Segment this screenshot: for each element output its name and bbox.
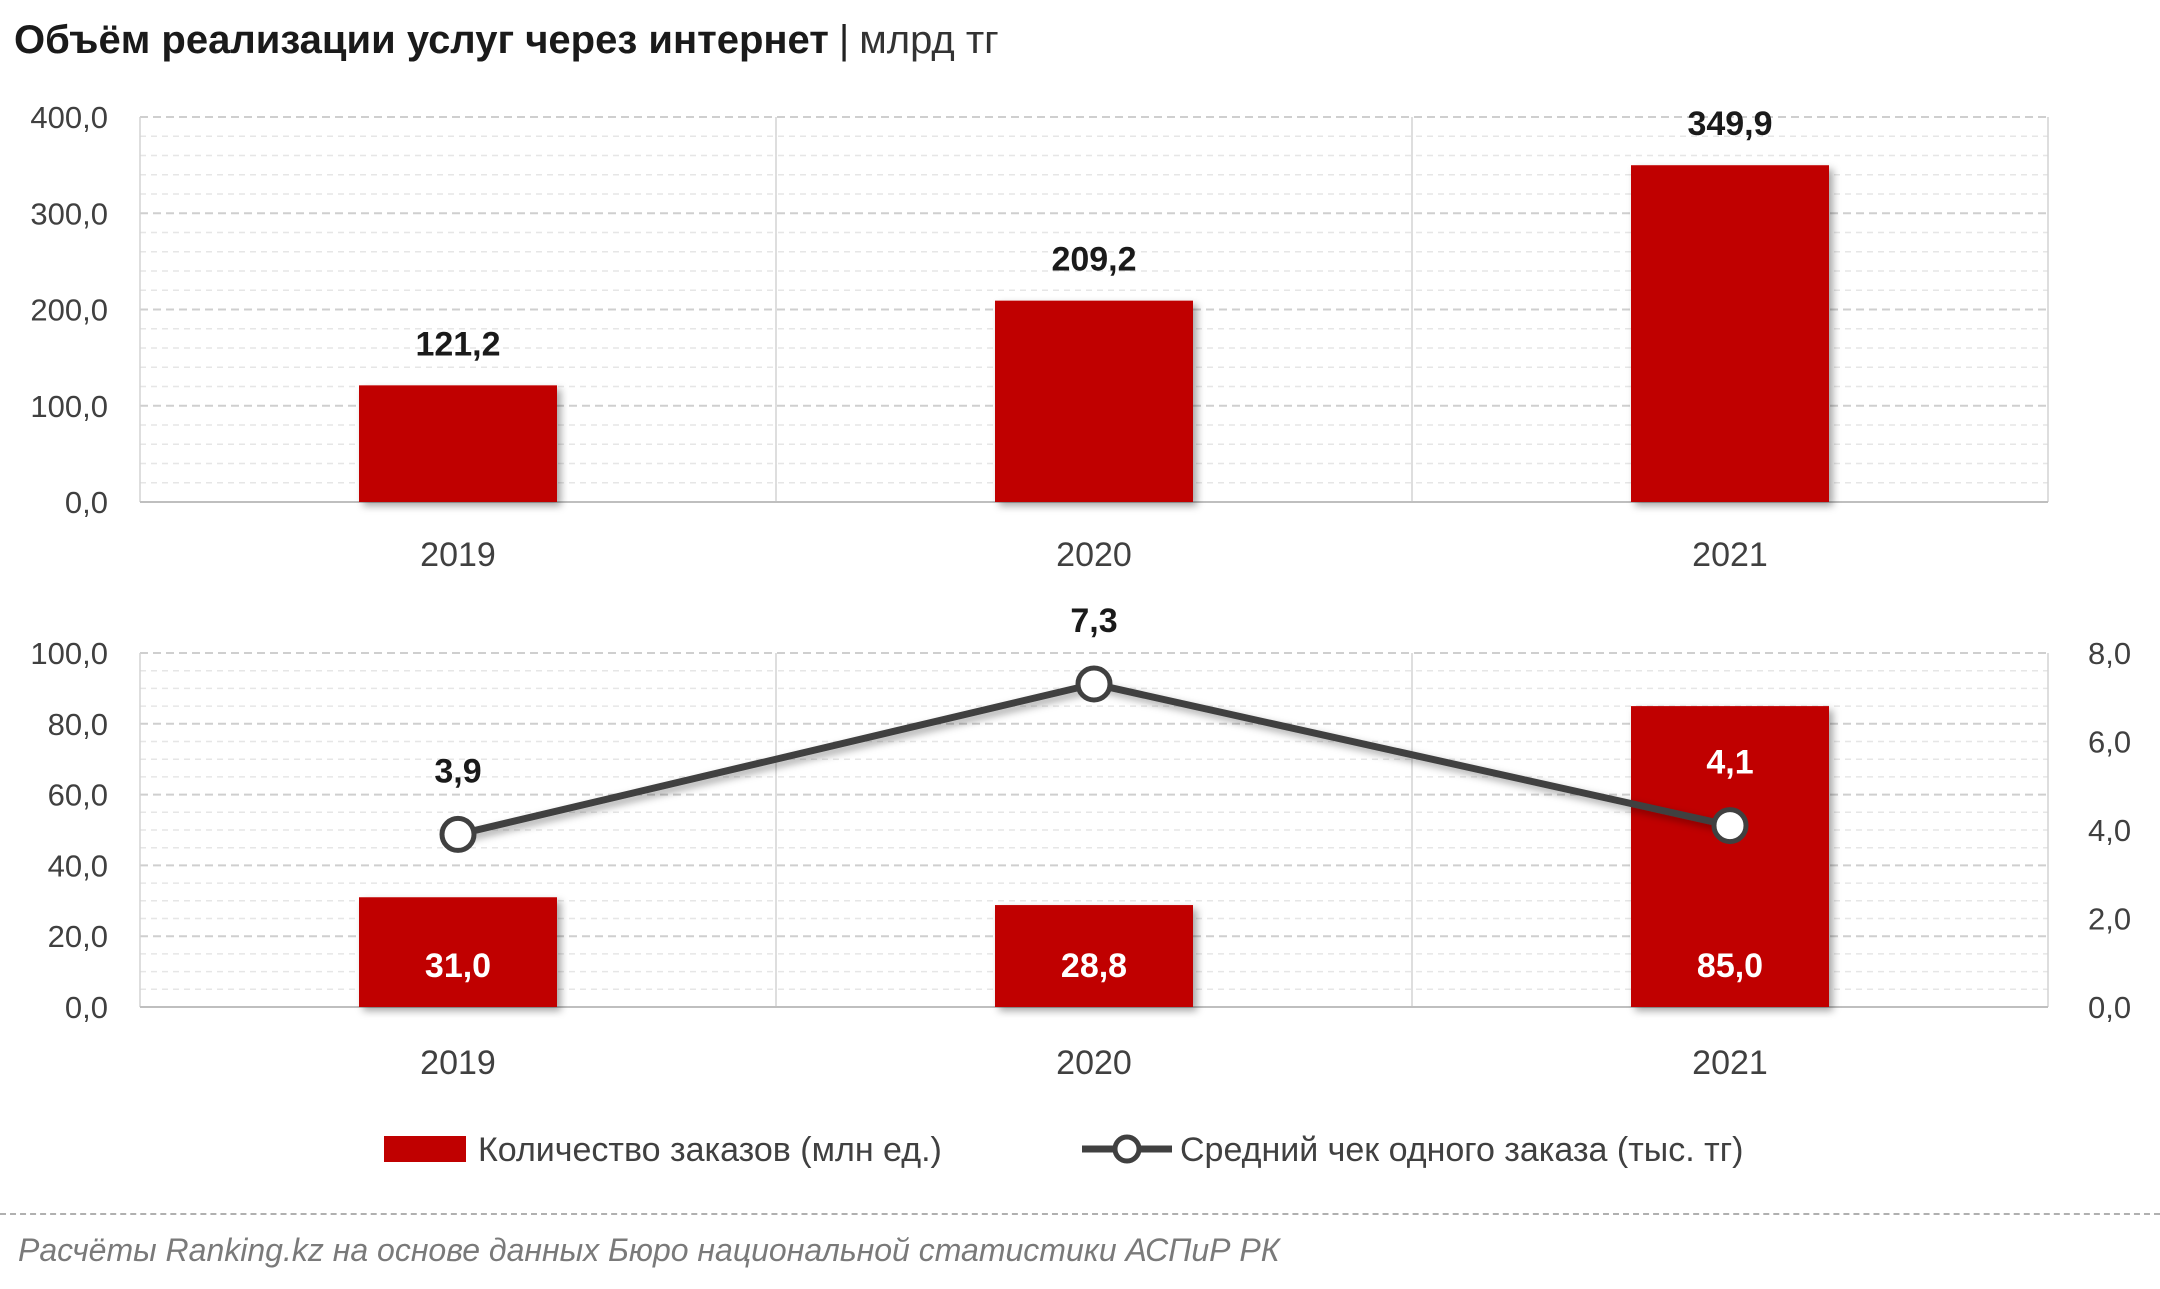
chart2-right-y-tick-label: 8,0 bbox=[2088, 636, 2131, 671]
chart1-category-label-2020: 2020 bbox=[1056, 536, 1132, 574]
chart1-bar-2021 bbox=[1631, 165, 1829, 502]
chart1-category-label-2019: 2019 bbox=[420, 536, 496, 574]
chart2-category-label-2019: 2019 bbox=[420, 1044, 496, 1082]
chart1-y-tick-label: 0,0 bbox=[65, 485, 108, 520]
legend-swatch-orders bbox=[384, 1136, 466, 1162]
chart2-category-label-2020: 2020 bbox=[1056, 1044, 1132, 1082]
chart2-line-label-2019: 3,9 bbox=[434, 752, 481, 790]
chart1-y-tick-label: 100,0 bbox=[30, 389, 108, 424]
chart2-category-label-2021: 2021 bbox=[1692, 1044, 1768, 1082]
legend-label-avg-check: Средний чек одного заказа (тыс. тг) bbox=[1180, 1131, 1743, 1169]
chart2-line-label-2021: 4,1 bbox=[1706, 744, 1753, 782]
chart2-left-y-tick-label: 100,0 bbox=[30, 636, 108, 671]
chart1-data-label-2020: 209,2 bbox=[1051, 241, 1136, 279]
chart2-right-y-tick-label: 0,0 bbox=[2088, 990, 2131, 1025]
chart2-bar-2019 bbox=[359, 897, 557, 1007]
chart1-bar-2019 bbox=[359, 385, 557, 502]
chart2-left-y-tick-label: 20,0 bbox=[48, 919, 108, 954]
chart2-right-y-tick-label: 4,0 bbox=[2088, 813, 2131, 848]
chart2-bar-label-2019: 31,0 bbox=[425, 947, 491, 985]
chart2-bar-2021 bbox=[1631, 706, 1829, 1007]
title-unit: млрд тг bbox=[859, 18, 999, 62]
chart1-bar-2020 bbox=[995, 300, 1193, 502]
legend-label-orders: Количество заказов (млн ед.) bbox=[478, 1131, 942, 1169]
chart2-line-point-2019 bbox=[439, 815, 477, 853]
title-separator: | bbox=[838, 18, 850, 62]
chart-volume: 0,0 100,0 200,0 300,0 400,0 121,2 2019 209,2 202… bbox=[30, 100, 2049, 574]
legend: Количество заказов (млн ед.) Средний чек … bbox=[384, 1131, 1743, 1169]
source-divider bbox=[0, 1213, 2160, 1215]
chart2-left-y-tick-label: 80,0 bbox=[48, 707, 108, 742]
source-note: Расчёты Ranking.kz на основе данных Бюро… bbox=[18, 1232, 1280, 1268]
chart2-line-point-2020 bbox=[1075, 665, 1113, 703]
chart-title: Объём реализации услуг через интернет | мл… bbox=[14, 18, 999, 63]
chart1-y-tick-label: 400,0 bbox=[30, 100, 108, 135]
chart1-y-tick-label: 300,0 bbox=[30, 196, 108, 231]
title-main: Объём реализации услуг через интернет bbox=[14, 18, 829, 62]
chart2-line-label-2020: 7,3 bbox=[1070, 602, 1117, 640]
chart2-bar-2020 bbox=[995, 905, 1193, 1007]
chart2-bar-label-2021: 85,0 bbox=[1697, 947, 1763, 985]
chart1-data-label-2021: 349,9 bbox=[1687, 105, 1772, 143]
chart1-category-label-2021: 2021 bbox=[1692, 536, 1768, 574]
chart-orders: 0,0 20,0 40,0 60,0 80,0 100,0 0,0 2,0 4,0 6,0 8,0 3… bbox=[30, 602, 2131, 1082]
chart2-line-point-2021 bbox=[1711, 807, 1749, 845]
chart2-left-y-tick-label: 60,0 bbox=[48, 778, 108, 813]
chart2-right-y-tick-label: 6,0 bbox=[2088, 725, 2131, 760]
chart1-data-label-2019: 121,2 bbox=[415, 325, 500, 363]
chart2-right-y-tick-label: 2,0 bbox=[2088, 902, 2131, 937]
chart2-left-y-tick-label: 0,0 bbox=[65, 990, 108, 1025]
legend-swatch-marker bbox=[1112, 1134, 1142, 1164]
chart2-left-y-tick-label: 40,0 bbox=[48, 848, 108, 883]
charts-canvas: 0,0 100,0 200,0 300,0 400,0 121,2 2019 209,2 202… bbox=[30, 100, 2131, 1169]
chart2-bar-label-2020: 28,8 bbox=[1061, 947, 1127, 985]
chart1-y-tick-label: 200,0 bbox=[30, 293, 108, 328]
